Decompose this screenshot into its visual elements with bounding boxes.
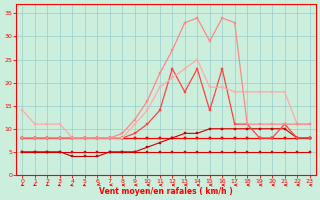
X-axis label: Vent moyen/en rafales ( km/h ): Vent moyen/en rafales ( km/h ) <box>99 187 233 196</box>
